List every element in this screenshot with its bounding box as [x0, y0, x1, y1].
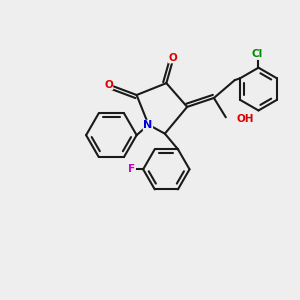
- Text: O: O: [169, 53, 177, 63]
- Text: Cl: Cl: [251, 49, 262, 59]
- Text: O: O: [104, 80, 113, 90]
- Text: F: F: [128, 164, 135, 174]
- Text: OH: OH: [236, 114, 254, 124]
- Text: N: N: [143, 120, 152, 130]
